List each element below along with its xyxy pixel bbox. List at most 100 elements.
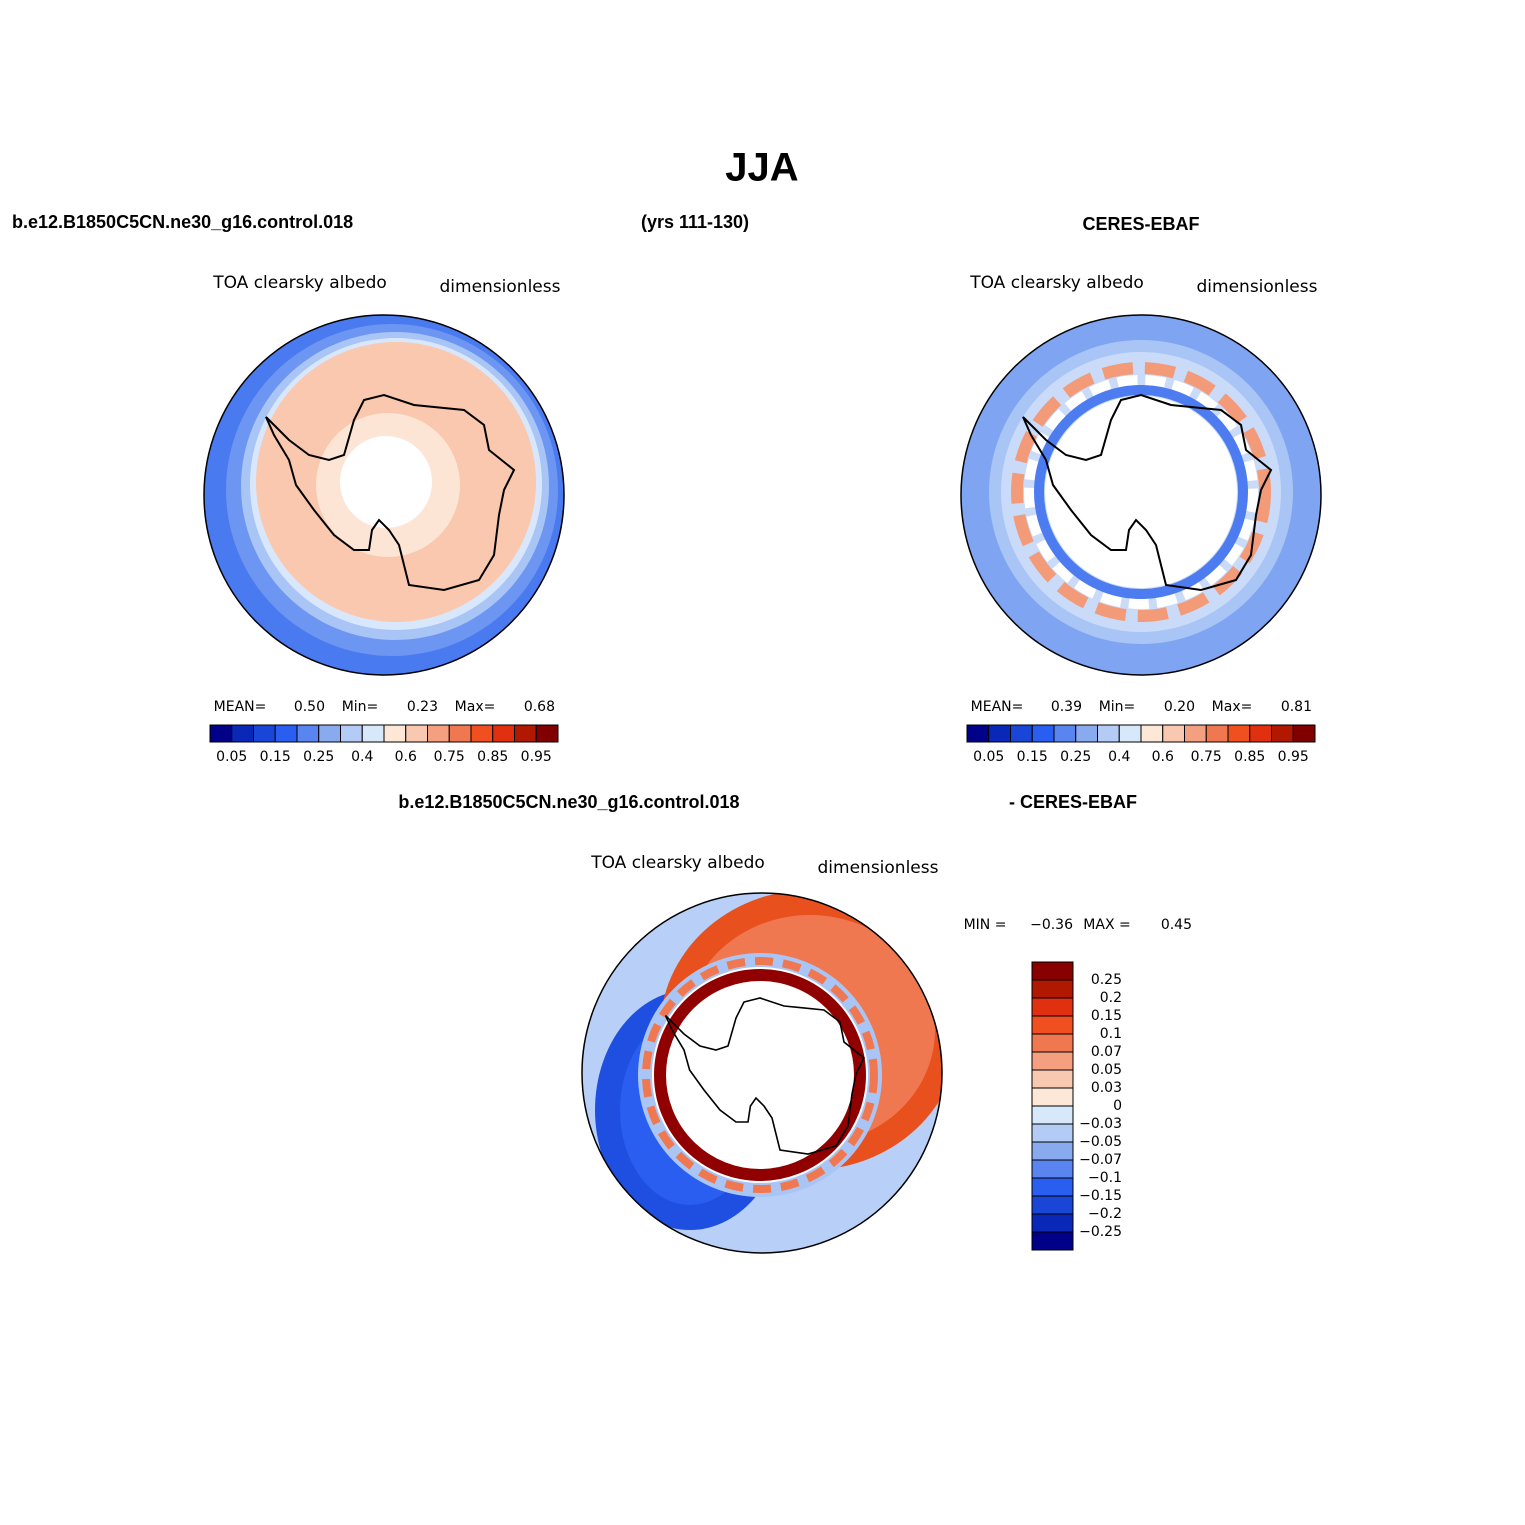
colorbar-box xyxy=(1097,724,1120,743)
colorbar-label: 0.1 xyxy=(1100,1026,1122,1042)
obs-name: - CERES-EBAF xyxy=(1009,792,1137,812)
stat-label: Max= xyxy=(1212,699,1253,715)
colorbar-label: 0.15 xyxy=(1091,1008,1122,1024)
colorbar-box xyxy=(1031,724,1055,743)
stat-value: 0.68 xyxy=(524,699,555,715)
colorbar-label: 0.4 xyxy=(351,749,373,765)
colorbar-label: −0.2 xyxy=(1088,1206,1122,1222)
case-name: b.e12.B1850C5CN.ne30_g16.control.018 xyxy=(398,792,739,812)
stat-value: 0.81 xyxy=(1281,699,1312,715)
colorbar-box xyxy=(470,724,494,743)
map-border xyxy=(581,892,943,1254)
stat-label: Min= xyxy=(1099,699,1136,715)
map-border xyxy=(960,314,1322,676)
colorbar-box xyxy=(383,724,407,743)
colorbar-box xyxy=(1031,1213,1074,1233)
colorbar-label: −0.03 xyxy=(1079,1116,1122,1132)
colorbar-box xyxy=(253,724,276,743)
colorbar-label: 0.85 xyxy=(477,749,508,765)
colorbar-box xyxy=(427,724,450,743)
colorbar-box xyxy=(1140,724,1164,743)
colorbar-label: 0.05 xyxy=(216,749,247,765)
colorbar-label: 0.03 xyxy=(1091,1080,1122,1096)
colorbar-label: 0.6 xyxy=(395,749,417,765)
colorbar-box xyxy=(1031,1105,1074,1125)
stat-value: 0.45 xyxy=(1161,917,1192,933)
colorbar-box xyxy=(1118,724,1142,743)
stat-label: MIN = xyxy=(964,917,1007,933)
colorbar-box xyxy=(1031,979,1074,999)
colorbar-box xyxy=(1184,724,1207,743)
stat-value: 0.20 xyxy=(1164,699,1195,715)
colorbar-box xyxy=(966,724,990,743)
stat-label: Max= xyxy=(455,699,496,715)
colorbar-label: −0.15 xyxy=(1079,1188,1122,1204)
colorbar-label: 0.15 xyxy=(1017,749,1048,765)
colorbar-label: −0.1 xyxy=(1088,1170,1122,1186)
colorbar-box xyxy=(448,724,472,743)
colorbar-label: 0.2 xyxy=(1100,990,1122,1006)
map xyxy=(582,893,942,1253)
stat-value: 0.39 xyxy=(1051,699,1082,715)
colorbar-box xyxy=(1031,1141,1074,1161)
colorbar-box xyxy=(1031,1051,1074,1071)
map xyxy=(204,315,564,675)
stat-label: MEAN= xyxy=(214,699,267,715)
colorbar-label: 0.85 xyxy=(1234,749,1265,765)
colorbar-label: −0.05 xyxy=(1079,1134,1122,1150)
colorbar-box xyxy=(1031,1015,1074,1035)
stat-label: Min= xyxy=(342,699,379,715)
colorbar-box xyxy=(1031,1159,1074,1179)
colorbar-label: 0.05 xyxy=(973,749,1004,765)
colorbar-label: 0.05 xyxy=(1091,1062,1122,1078)
colorbar-box xyxy=(1031,1231,1074,1251)
colorbar-label: 0.95 xyxy=(1278,749,1309,765)
colorbar-label: 0.6 xyxy=(1152,749,1174,765)
colorbar-box xyxy=(1271,724,1294,743)
colorbar-box xyxy=(209,724,233,743)
colorbar-label: −0.25 xyxy=(1079,1224,1122,1240)
colorbar-box xyxy=(1031,997,1074,1017)
colorbar-box xyxy=(1010,724,1033,743)
colorbar-label: 0.25 xyxy=(1060,749,1091,765)
colorbar-box xyxy=(340,724,363,743)
colorbar-box xyxy=(1031,1069,1074,1089)
colorbar-box xyxy=(1205,724,1229,743)
colorbar-label: 0.75 xyxy=(1191,749,1222,765)
obs-name: CERES-EBAF xyxy=(1082,214,1199,234)
stat-label: MEAN= xyxy=(971,699,1024,715)
units: dimensionless xyxy=(1197,277,1318,297)
colorbar-label: 0.25 xyxy=(303,749,334,765)
colorbar-box xyxy=(231,724,254,743)
map-border xyxy=(203,314,565,676)
colorbar-box xyxy=(1031,1195,1074,1215)
years: (yrs 111-130) xyxy=(641,212,749,232)
colorbar-box xyxy=(988,724,1011,743)
colorbar-box xyxy=(1031,1177,1074,1197)
case-name: b.e12.B1850C5CN.ne30_g16.control.018 xyxy=(12,212,353,232)
colorbar-box xyxy=(1249,724,1272,743)
colorbar-label: 0.07 xyxy=(1091,1044,1122,1060)
colorbar-label: 0.75 xyxy=(434,749,465,765)
variable: TOA clearsky albedo xyxy=(212,273,387,293)
colorbar-box xyxy=(274,724,298,743)
colorbar-box xyxy=(1031,1033,1074,1053)
variable: TOA clearsky albedo xyxy=(969,273,1144,293)
colorbar-box xyxy=(492,724,515,743)
colorbar-box xyxy=(296,724,320,743)
units: dimensionless xyxy=(818,858,939,878)
colorbar-label: 0.4 xyxy=(1108,749,1130,765)
stat-value: 0.50 xyxy=(294,699,325,715)
map xyxy=(961,315,1321,675)
colorbar-box xyxy=(1053,724,1077,743)
colorbar-box xyxy=(1031,1087,1074,1107)
colorbar-box xyxy=(1162,724,1185,743)
colorbar-box xyxy=(318,724,341,743)
colorbar-label: −0.07 xyxy=(1079,1152,1122,1168)
stat-value: 0.23 xyxy=(407,699,438,715)
colorbar-box xyxy=(361,724,385,743)
colorbar-box xyxy=(405,724,428,743)
colorbar-box xyxy=(535,724,559,743)
colorbar-box xyxy=(514,724,537,743)
